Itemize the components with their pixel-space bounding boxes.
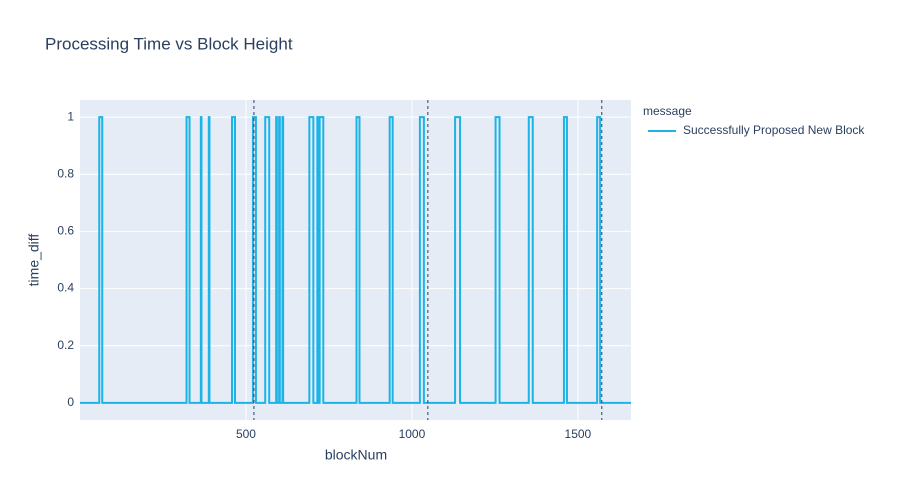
x-tick-label: 1500 — [565, 427, 592, 441]
x-tick-label: 1000 — [399, 427, 426, 441]
legend-title: message — [643, 104, 692, 118]
x-axis-label: blockNum — [325, 447, 387, 463]
legend-label: Successfully Proposed New Block — [683, 123, 865, 137]
y-tick-label: 0.6 — [57, 224, 74, 238]
y-tick-label: 0.8 — [57, 166, 74, 180]
y-tick-label: 1 — [67, 109, 74, 123]
x-tick-label: 500 — [236, 427, 256, 441]
chart-title: Processing Time vs Block Height — [45, 34, 293, 53]
y-tick-label: 0 — [67, 395, 74, 409]
y-tick-label: 0.4 — [57, 281, 74, 295]
y-axis-label: time_diff — [26, 234, 42, 287]
data-line — [80, 116, 631, 404]
y-tick-label: 0.2 — [57, 338, 74, 352]
